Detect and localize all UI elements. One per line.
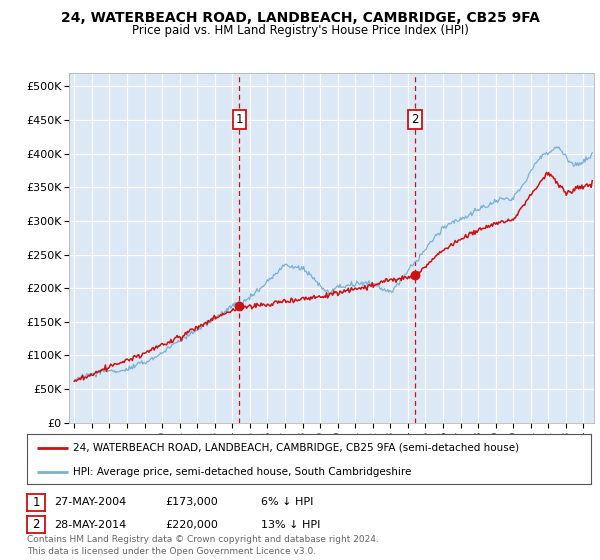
Text: 2: 2 bbox=[411, 114, 419, 127]
Text: 27-MAY-2004: 27-MAY-2004 bbox=[54, 497, 126, 507]
Text: Contains HM Land Registry data © Crown copyright and database right 2024.
This d: Contains HM Land Registry data © Crown c… bbox=[27, 535, 379, 556]
Text: £173,000: £173,000 bbox=[165, 497, 218, 507]
Text: 24, WATERBEACH ROAD, LANDBEACH, CAMBRIDGE, CB25 9FA: 24, WATERBEACH ROAD, LANDBEACH, CAMBRIDG… bbox=[61, 11, 539, 25]
Text: 24, WATERBEACH ROAD, LANDBEACH, CAMBRIDGE, CB25 9FA (semi-detached house): 24, WATERBEACH ROAD, LANDBEACH, CAMBRIDG… bbox=[73, 442, 520, 452]
Text: £220,000: £220,000 bbox=[165, 520, 218, 530]
Text: HPI: Average price, semi-detached house, South Cambridgeshire: HPI: Average price, semi-detached house,… bbox=[73, 467, 412, 477]
Text: 2: 2 bbox=[32, 518, 40, 531]
Text: 6% ↓ HPI: 6% ↓ HPI bbox=[261, 497, 313, 507]
Text: 1: 1 bbox=[236, 114, 243, 127]
Text: Price paid vs. HM Land Registry's House Price Index (HPI): Price paid vs. HM Land Registry's House … bbox=[131, 24, 469, 36]
Text: 13% ↓ HPI: 13% ↓ HPI bbox=[261, 520, 320, 530]
Text: 28-MAY-2014: 28-MAY-2014 bbox=[54, 520, 126, 530]
Text: 1: 1 bbox=[32, 496, 40, 509]
